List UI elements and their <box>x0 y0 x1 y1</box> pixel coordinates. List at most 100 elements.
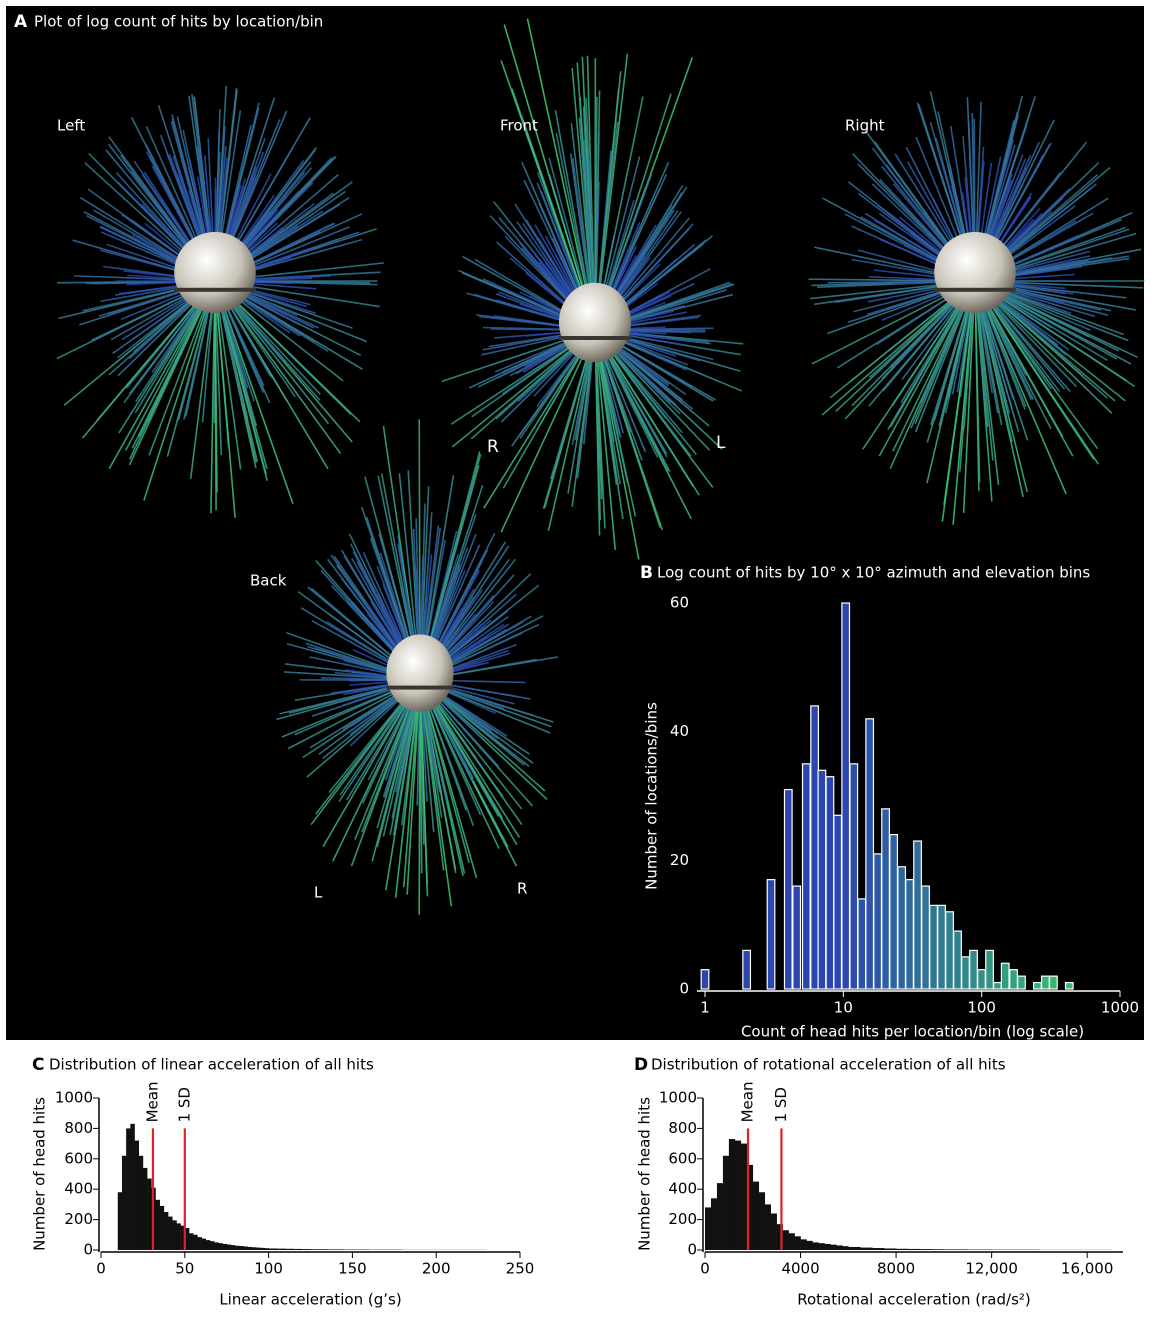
bar <box>812 1242 819 1250</box>
bar <box>792 885 802 990</box>
spike <box>143 280 216 501</box>
bar <box>825 776 835 990</box>
bar <box>230 1245 236 1250</box>
bar <box>126 1128 131 1250</box>
bar <box>728 1139 736 1250</box>
y-tick-label: 60 <box>670 594 689 612</box>
y-tick-label: 800 <box>668 1119 697 1137</box>
spike <box>943 280 976 506</box>
spike <box>419 679 445 871</box>
bar <box>734 1140 742 1250</box>
bar <box>766 879 776 990</box>
bar <box>929 904 938 990</box>
x-axis-label: Count of head hits per location/bin (log… <box>741 1023 1084 1041</box>
bar <box>801 763 811 990</box>
spike <box>526 18 596 331</box>
bar <box>1000 962 1010 990</box>
bar <box>953 930 962 990</box>
chart-title: Distribution of linear acceleration of a… <box>49 1056 374 1074</box>
spike <box>974 280 1074 457</box>
bar <box>905 879 914 990</box>
bar <box>931 1249 945 1250</box>
bar <box>897 866 907 990</box>
bar <box>794 1236 801 1250</box>
x-tick-label: 50 <box>175 1260 194 1278</box>
spike <box>878 280 976 457</box>
annotation-label: 1 SD <box>772 1087 790 1122</box>
bar <box>318 1249 328 1250</box>
chart-title: Log count of hits by 10° x 10° azimuth a… <box>657 564 1090 582</box>
y-tick-label: 400 <box>64 1180 93 1198</box>
head-band <box>934 287 1016 292</box>
y-axis-label: Number of head hits <box>31 1097 49 1251</box>
head-band <box>174 287 256 292</box>
spike <box>500 60 596 331</box>
y-tick-label: 400 <box>668 1180 697 1198</box>
x-tick-label: 0 <box>700 1260 710 1278</box>
bar <box>180 1225 186 1250</box>
head <box>934 231 1016 314</box>
spike <box>419 679 429 897</box>
y-tick-label: 800 <box>64 1119 93 1137</box>
bar <box>716 1183 724 1250</box>
x-tick-label: 150 <box>338 1260 367 1278</box>
bar <box>1048 975 1058 990</box>
bar <box>872 1248 885 1250</box>
y-tick-label: 600 <box>668 1149 697 1167</box>
bar <box>226 1244 232 1250</box>
bar <box>700 969 710 990</box>
x-tick-label: 100 <box>967 999 996 1017</box>
chart-title: Distribution of rotational acceleration … <box>651 1056 1006 1074</box>
x-tick-label: 10 <box>834 999 853 1017</box>
head <box>559 282 631 363</box>
spike <box>974 280 980 491</box>
bar <box>147 1178 152 1250</box>
bar <box>302 1249 311 1250</box>
spike <box>500 329 596 533</box>
spike <box>594 329 640 560</box>
annotation-label: Mean <box>738 1082 756 1123</box>
spike <box>108 280 216 470</box>
bar <box>969 949 978 990</box>
bar <box>993 981 1002 990</box>
x-tick-label: 16,000 <box>1061 1260 1114 1278</box>
y-axis-label: Number of head hits <box>636 1097 654 1251</box>
bar <box>218 1243 223 1250</box>
bar <box>168 1216 173 1250</box>
bar <box>884 1248 897 1250</box>
bar <box>142 1167 148 1250</box>
spike <box>394 679 421 898</box>
bar <box>740 1143 748 1250</box>
bar <box>818 1243 825 1250</box>
bar <box>163 1212 169 1250</box>
bar <box>251 1247 257 1250</box>
bar <box>214 1242 219 1250</box>
bar <box>842 1246 849 1250</box>
x-tick-label: 250 <box>506 1260 535 1278</box>
spike <box>926 280 976 484</box>
bar <box>256 1247 261 1250</box>
x-tick-label: 8000 <box>877 1260 915 1278</box>
bar <box>770 1213 777 1250</box>
bar <box>1009 969 1018 990</box>
bar <box>889 833 899 990</box>
spike <box>214 280 294 505</box>
bar <box>896 1248 909 1250</box>
bar <box>833 814 843 990</box>
bar <box>937 904 946 990</box>
spike <box>214 280 342 455</box>
spike <box>594 329 617 551</box>
bar <box>961 956 970 990</box>
bar <box>921 885 930 990</box>
view-label: Front <box>500 117 538 135</box>
bar <box>117 1192 123 1250</box>
annotation-label: 1 SD <box>175 1087 193 1122</box>
spike <box>322 679 421 847</box>
bar <box>919 1249 933 1250</box>
bar <box>243 1246 248 1250</box>
bar <box>817 769 827 990</box>
x-tick-label: 100 <box>254 1260 283 1278</box>
spike <box>214 280 268 470</box>
spike <box>214 280 217 511</box>
view-label: Right <box>845 117 885 135</box>
